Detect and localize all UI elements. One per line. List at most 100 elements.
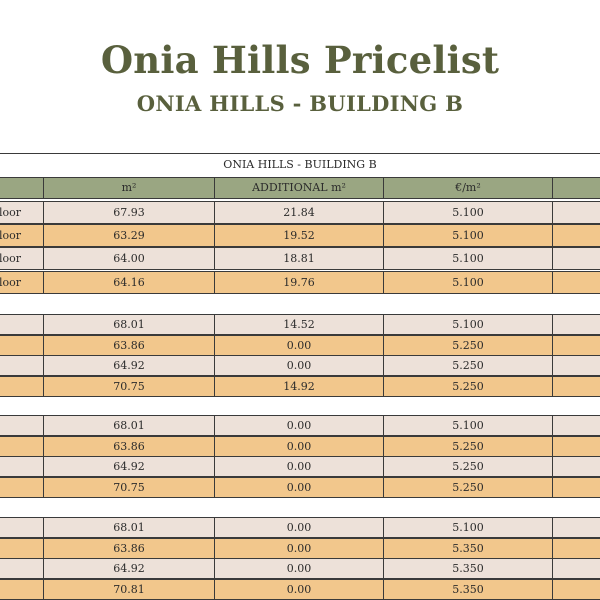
price-per-m2-cell: 5.100 [383, 314, 553, 335]
table-row: 64.92 0.00 5.250 [0, 355, 600, 376]
row-label-cell: loor [0, 247, 44, 271]
row-label-cell: loor [0, 201, 44, 224]
extra-cell [552, 578, 600, 600]
row-label-cell [0, 456, 44, 477]
price-per-m2-cell: 5.250 [383, 355, 553, 376]
header-cell-price: €/m² [383, 177, 553, 199]
extra-cell [552, 537, 600, 559]
area-cell: 70.75 [43, 375, 215, 397]
table-row: 70.75 14.92 5.250 [0, 375, 600, 397]
table-row: 70.75 0.00 5.250 [0, 476, 600, 498]
additional-area-cell: 0.00 [214, 435, 384, 457]
row-label-cell: loor [0, 270, 44, 294]
additional-area-cell: 14.92 [214, 375, 384, 397]
area-cell: 70.81 [43, 578, 215, 600]
additional-area-cell: 0.00 [214, 517, 384, 538]
area-cell: 67.93 [43, 201, 215, 224]
price-per-m2-cell: 5.100 [383, 415, 553, 436]
table-row: loor 67.93 21.84 5.100 [0, 201, 600, 224]
price-per-m2-cell: 5.100 [383, 270, 553, 294]
extra-cell [552, 224, 600, 248]
table-row: 63.86 0.00 5.250 [0, 334, 600, 356]
header-cell-area: m² [43, 177, 215, 199]
additional-area-cell: 0.00 [214, 355, 384, 376]
header-cell-additional: ADDITIONAL m² [214, 177, 384, 199]
additional-area-cell: 0.00 [214, 415, 384, 436]
price-per-m2-cell: 5.250 [383, 456, 553, 477]
table-row: 63.86 0.00 5.350 [0, 537, 600, 559]
header-cell-label [0, 177, 44, 199]
additional-area-cell: 0.00 [214, 456, 384, 477]
additional-area-cell: 14.52 [214, 314, 384, 335]
area-cell: 63.86 [43, 435, 215, 457]
extra-cell [552, 435, 600, 457]
price-per-m2-cell: 5.250 [383, 476, 553, 498]
row-label-cell [0, 415, 44, 436]
area-cell: 64.92 [43, 355, 215, 376]
extra-cell [552, 314, 600, 335]
extra-cell [552, 247, 600, 271]
extra-cell [552, 375, 600, 397]
row-label-cell [0, 537, 44, 559]
table-row: 68.01 0.00 5.100 [0, 415, 600, 436]
row-label-cell [0, 334, 44, 356]
area-cell: 68.01 [43, 415, 215, 436]
area-cell: 64.16 [43, 270, 215, 294]
extra-cell [552, 517, 600, 538]
additional-area-cell: 18.81 [214, 247, 384, 271]
extra-cell [552, 415, 600, 436]
additional-area-cell: 0.00 [214, 537, 384, 559]
area-cell: 63.86 [43, 334, 215, 356]
table-row: 64.92 0.00 5.250 [0, 456, 600, 477]
table-row: loor 63.29 19.52 5.100 [0, 224, 600, 248]
table-row: 64.92 0.00 5.350 [0, 558, 600, 579]
row-label-cell [0, 517, 44, 538]
extra-cell [552, 201, 600, 224]
row-label-cell [0, 435, 44, 457]
area-cell: 68.01 [43, 314, 215, 335]
table-row: loor 64.16 19.76 5.100 [0, 270, 600, 294]
extra-cell [552, 270, 600, 294]
price-per-m2-cell: 5.250 [383, 375, 553, 397]
header-cell-extra [552, 177, 600, 199]
area-cell: 68.01 [43, 517, 215, 538]
page-subtitle: ONIA HILLS - BUILDING B [136, 91, 464, 116]
area-cell: 70.75 [43, 476, 215, 498]
row-label-cell [0, 355, 44, 376]
table-row: loor 64.00 18.81 5.100 [0, 247, 600, 271]
additional-area-cell: 19.52 [214, 224, 384, 248]
price-per-m2-cell: 5.350 [383, 537, 553, 559]
extra-cell [552, 334, 600, 356]
area-cell: 64.92 [43, 558, 215, 579]
table-row: 63.86 0.00 5.250 [0, 435, 600, 457]
additional-area-cell: 19.76 [214, 270, 384, 294]
area-cell: 63.86 [43, 537, 215, 559]
price-per-m2-cell: 5.350 [383, 558, 553, 579]
price-per-m2-cell: 5.100 [383, 224, 553, 248]
price-per-m2-cell: 5.250 [383, 334, 553, 356]
row-label-cell [0, 314, 44, 335]
row-label-cell [0, 476, 44, 498]
additional-area-cell: 0.00 [214, 334, 384, 356]
price-per-m2-cell: 5.100 [383, 201, 553, 224]
price-per-m2-cell: 5.250 [383, 435, 553, 457]
table-caption: ONIA HILLS - BUILDING B [0, 153, 600, 178]
page-title: Onia Hills Pricelist [100, 38, 500, 82]
table-row: 68.01 0.00 5.100 [0, 517, 600, 538]
row-label-cell [0, 375, 44, 397]
area-cell: 64.00 [43, 247, 215, 271]
table-header-row: m² ADDITIONAL m² €/m² [0, 177, 600, 199]
table-row: 70.81 0.00 5.350 [0, 578, 600, 600]
additional-area-cell: 0.00 [214, 578, 384, 600]
extra-cell [552, 476, 600, 498]
table-row: 68.01 14.52 5.100 [0, 314, 600, 335]
extra-cell [552, 558, 600, 579]
area-cell: 63.29 [43, 224, 215, 248]
row-label-cell: loor [0, 224, 44, 248]
price-per-m2-cell: 5.350 [383, 578, 553, 600]
row-label-cell [0, 578, 44, 600]
price-per-m2-cell: 5.100 [383, 247, 553, 271]
extra-cell [552, 355, 600, 376]
area-cell: 64.92 [43, 456, 215, 477]
additional-area-cell: 0.00 [214, 558, 384, 579]
